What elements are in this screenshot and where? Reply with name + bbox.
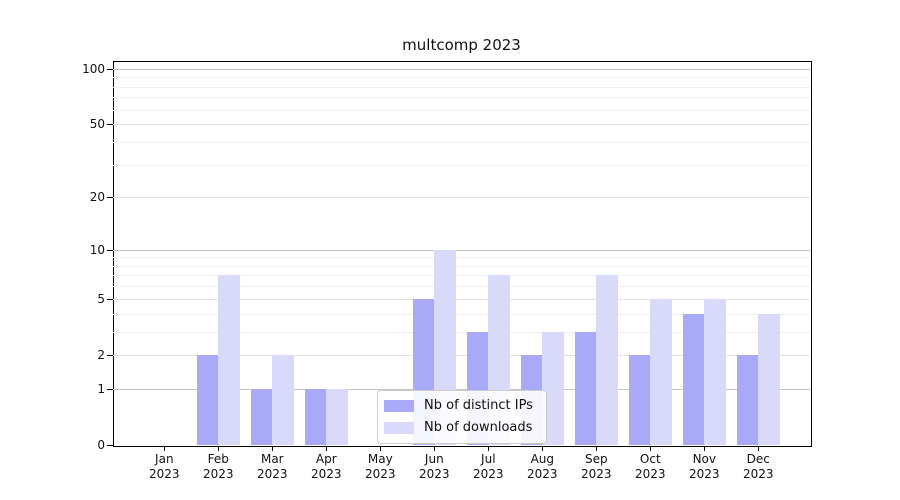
- legend-label: Nb of downloads: [424, 420, 533, 435]
- x-axis-tick: [272, 446, 274, 451]
- gridline-minor: [113, 77, 810, 79]
- x-axis-tick-label: Jan 2023: [149, 452, 180, 481]
- y-axis-tick-label: 10: [89, 242, 105, 257]
- bar-downloads: [596, 275, 618, 445]
- x-axis-tick-label: Nov 2023: [689, 452, 720, 481]
- gridline-minor: [113, 109, 810, 111]
- x-axis-tick: [488, 446, 490, 451]
- x-axis-tick-label: Sep 2023: [581, 452, 612, 481]
- chart-title: multcomp 2023: [402, 36, 521, 54]
- bar-distinct-ips: [250, 388, 273, 445]
- legend-swatch-distinct-ips: [384, 400, 414, 412]
- gridline-minor: [113, 275, 810, 277]
- y-axis-tick: [107, 124, 113, 126]
- y-axis-tick: [107, 445, 113, 446]
- gridline-minor: [113, 332, 810, 333]
- x-axis-tick-label: Jul 2023: [473, 452, 504, 481]
- legend-item: Nb of distinct IPs: [384, 395, 538, 417]
- x-axis-tick: [218, 446, 220, 451]
- gridline-minor: [113, 286, 810, 288]
- y-axis-tick: [107, 249, 113, 251]
- gridline-major: [113, 355, 810, 357]
- gridline-minor: [113, 265, 810, 267]
- bar-downloads: [758, 313, 780, 445]
- legend-label: Nb of distinct IPs: [424, 398, 533, 413]
- bar-distinct-ips: [628, 355, 651, 445]
- gridline-major: [113, 298, 810, 300]
- x-axis-tick-label: Dec 2023: [743, 452, 774, 481]
- x-axis-tick-label: Oct 2023: [635, 452, 666, 481]
- y-axis-tick-label: 50: [89, 117, 105, 132]
- x-axis-tick: [596, 446, 598, 451]
- gridline-minor: [113, 257, 810, 259]
- x-axis-tick-label: Jun 2023: [419, 452, 450, 481]
- legend: Nb of distinct IPs Nb of downloads: [377, 390, 547, 444]
- bar-downloads: [218, 275, 240, 445]
- x-axis-tick: [434, 446, 436, 451]
- bar-downloads: [272, 355, 294, 445]
- gridline-minor: [113, 165, 810, 166]
- x-axis-tick-label: Apr 2023: [311, 452, 342, 481]
- bar-distinct-ips: [196, 355, 219, 445]
- y-axis-tick-label: 0: [97, 438, 105, 452]
- x-axis-tick: [326, 446, 328, 451]
- gridline-major: [113, 388, 810, 390]
- bar-distinct-ips: [574, 332, 597, 445]
- bar-downloads: [650, 298, 672, 445]
- gridline-minor: [113, 86, 810, 88]
- y-axis-tick-label: 1: [97, 381, 105, 396]
- gridline-minor: [113, 97, 810, 99]
- y-axis-tick: [107, 68, 113, 70]
- gridline-major: [113, 196, 810, 198]
- y-axis-tick-label: 2: [97, 348, 105, 363]
- y-axis-tick-label: 20: [89, 189, 105, 204]
- legend-swatch-downloads: [384, 422, 414, 434]
- gridline-major: [113, 124, 810, 126]
- y-axis-tick: [107, 355, 113, 357]
- x-axis-tick: [704, 446, 706, 451]
- x-axis-tick: [650, 446, 652, 451]
- x-axis-tick-label: Aug 2023: [527, 452, 558, 481]
- y-axis-tick-label: 100: [82, 61, 105, 76]
- bar-downloads: [326, 388, 348, 445]
- x-axis-tick: [380, 446, 382, 451]
- y-axis-tick: [107, 388, 113, 390]
- gridline-major: [113, 68, 810, 70]
- bar-distinct-ips: [304, 388, 327, 445]
- x-axis-tick: [758, 446, 760, 451]
- gridline-major: [113, 249, 810, 251]
- bar-downloads: [542, 332, 564, 445]
- bar-distinct-ips: [736, 355, 759, 445]
- x-axis-tick: [164, 446, 166, 451]
- legend-item: Nb of downloads: [384, 417, 538, 439]
- x-axis-tick: [542, 446, 544, 451]
- y-axis-tick: [107, 196, 113, 198]
- bar-distinct-ips: [682, 313, 705, 445]
- x-axis-tick-label: Feb 2023: [203, 452, 234, 481]
- x-axis-tick-label: Mar 2023: [257, 452, 288, 481]
- gridline-minor: [113, 142, 810, 144]
- gridline-minor: [113, 313, 810, 315]
- x-axis-tick-label: May 2023: [365, 452, 396, 481]
- y-axis-tick: [107, 298, 113, 300]
- bar-downloads: [704, 298, 726, 445]
- y-axis-tick-label: 5: [97, 291, 105, 306]
